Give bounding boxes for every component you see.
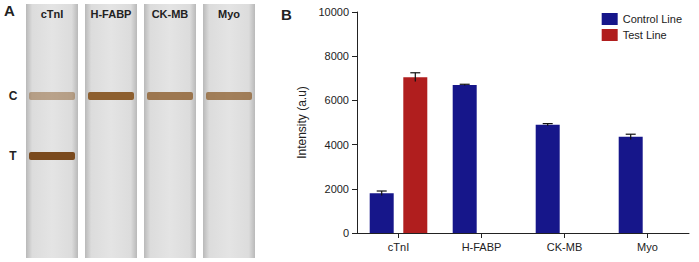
- svg-text:CK-MB: CK-MB: [152, 8, 189, 20]
- svg-text:H-FABP: H-FABP: [462, 241, 502, 253]
- svg-text:Myo: Myo: [637, 241, 658, 253]
- svg-text:Control Line: Control Line: [623, 13, 682, 25]
- svg-text:2000: 2000: [325, 183, 349, 195]
- svg-text:C: C: [9, 89, 18, 103]
- svg-text:A: A: [4, 2, 15, 19]
- svg-text:H-FABP: H-FABP: [91, 8, 132, 20]
- svg-text:cTnI: cTnI: [388, 241, 409, 253]
- svg-text:10000: 10000: [318, 6, 349, 18]
- svg-text:Test Line: Test Line: [623, 29, 667, 41]
- svg-text:cTnI: cTnI: [41, 8, 64, 20]
- svg-text:Intensity (a.u): Intensity (a.u): [295, 86, 309, 159]
- svg-text:0: 0: [343, 227, 349, 239]
- svg-text:Myo: Myo: [218, 8, 240, 20]
- svg-text:8000: 8000: [325, 50, 349, 62]
- svg-text:B: B: [281, 6, 292, 23]
- svg-text:CK-MB: CK-MB: [547, 241, 582, 253]
- svg-text:6000: 6000: [325, 94, 349, 106]
- svg-text:T: T: [9, 149, 17, 163]
- svg-text:4000: 4000: [325, 139, 349, 151]
